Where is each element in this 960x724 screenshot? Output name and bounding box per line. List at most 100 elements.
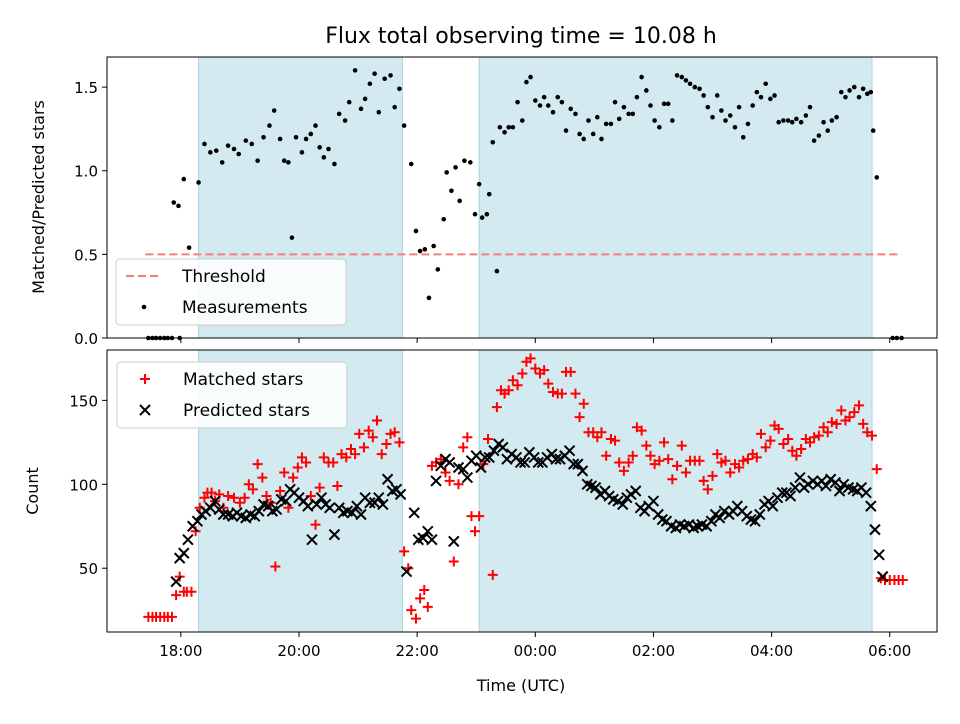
matched-stars-point bbox=[680, 467, 691, 478]
measurements-point bbox=[736, 104, 742, 110]
measurements-point bbox=[479, 215, 485, 220]
matched-stars-point bbox=[676, 440, 687, 451]
measurements-point bbox=[661, 101, 667, 107]
legend-matched-swatch bbox=[140, 374, 150, 384]
matched-stars-point bbox=[787, 445, 798, 456]
measurements-point bbox=[392, 104, 397, 110]
predicted-stars-point bbox=[514, 456, 527, 469]
measurements-point bbox=[829, 118, 835, 123]
matched-stars-point bbox=[314, 482, 325, 493]
measurements-point bbox=[486, 191, 492, 197]
measurements-point bbox=[413, 228, 419, 234]
measurements-point bbox=[213, 148, 219, 153]
predicted-stars-point bbox=[394, 488, 407, 501]
legend-label: Threshold bbox=[181, 267, 266, 287]
predicted-stars-point bbox=[377, 498, 389, 511]
matched-stars-point bbox=[507, 375, 518, 386]
measurements-point bbox=[745, 121, 751, 127]
measurements-point bbox=[281, 158, 287, 164]
predicted-stars-point bbox=[328, 528, 341, 541]
matched-stars-point bbox=[778, 439, 789, 449]
top-y-tick-label: 0.0 bbox=[74, 330, 98, 348]
measurements-point bbox=[785, 118, 791, 123]
matched-stars-point bbox=[354, 428, 365, 439]
measurements-point bbox=[603, 121, 609, 127]
measurements-point bbox=[768, 96, 773, 102]
matched-stars-point bbox=[363, 425, 374, 436]
matched-stars-point bbox=[247, 484, 258, 495]
matched-stars-point bbox=[458, 442, 469, 453]
matched-stars-point bbox=[243, 479, 254, 490]
matched-stars-point bbox=[804, 437, 815, 448]
legend-label: Predicted stars bbox=[183, 401, 310, 421]
predicted-stars-point bbox=[443, 456, 456, 469]
measurements-point bbox=[321, 155, 327, 160]
measurements-point bbox=[261, 134, 266, 140]
x-tick-label: 06:00 bbox=[868, 642, 911, 660]
matched-stars-point bbox=[406, 605, 417, 616]
matched-stars-point bbox=[663, 454, 674, 465]
matched-stars-point bbox=[578, 398, 589, 409]
predicted-stars-point bbox=[435, 460, 447, 472]
measurements-point bbox=[303, 136, 309, 142]
measurements-point bbox=[462, 158, 467, 164]
measurements-point bbox=[358, 106, 364, 112]
measurements-point bbox=[776, 119, 781, 125]
matched-stars-point bbox=[707, 470, 718, 481]
matched-stars-point bbox=[166, 611, 177, 622]
matched-stars-point bbox=[367, 432, 378, 443]
measurements-point bbox=[825, 128, 831, 133]
predicted-stars-point bbox=[381, 473, 394, 485]
matched-stars-point bbox=[341, 452, 352, 463]
measurements-point bbox=[670, 118, 675, 123]
matched-stars-point bbox=[720, 455, 731, 466]
measurements-point bbox=[532, 98, 538, 103]
matched-stars-point bbox=[530, 363, 541, 374]
predicted-stars-point bbox=[860, 486, 872, 499]
measurements-point bbox=[444, 170, 449, 175]
matched-stars-point bbox=[791, 450, 802, 461]
matched-stars-point bbox=[261, 491, 272, 502]
measurements-point bbox=[376, 109, 382, 115]
measurements-point bbox=[401, 123, 407, 128]
bottom-y-tick-label: 50 bbox=[79, 560, 98, 578]
matched-stars-point bbox=[310, 519, 321, 530]
top-y-axis-label: Matched/Predicted stars bbox=[29, 100, 48, 294]
bottom-legend-box bbox=[116, 361, 348, 429]
predicted-stars-point bbox=[876, 570, 889, 583]
matched-stars-point bbox=[539, 365, 550, 376]
measurements-point bbox=[856, 94, 862, 100]
predicted-stars-point bbox=[430, 475, 442, 487]
matched-stars-point bbox=[199, 492, 210, 503]
measurements-point bbox=[816, 133, 822, 138]
predicted-stars-point bbox=[630, 485, 642, 497]
measurements-point bbox=[289, 235, 295, 240]
predicted-stars-point bbox=[833, 485, 846, 497]
matched-stars-point bbox=[773, 423, 784, 434]
measurements-point bbox=[568, 106, 574, 112]
legend-measurements-swatch bbox=[141, 304, 147, 310]
matched-stars-point bbox=[328, 457, 339, 468]
measurements-point bbox=[186, 245, 192, 250]
measurements-point bbox=[367, 81, 373, 87]
matched-stars-point bbox=[543, 378, 554, 389]
predicted-stars-point bbox=[209, 495, 221, 507]
matched-stars-point bbox=[448, 556, 459, 567]
measurements-point bbox=[497, 124, 503, 130]
bottom-panel: 50 100 150 18:00 20:00 22:00 00:00 02:00 04:00 06… bbox=[69, 349, 938, 660]
x-tick-label: 18:00 bbox=[159, 642, 202, 660]
measurements-point bbox=[803, 113, 809, 118]
measurements-point bbox=[714, 93, 720, 98]
measurements-point bbox=[196, 180, 201, 185]
measurements-point bbox=[313, 123, 318, 128]
measurements-point bbox=[679, 74, 685, 80]
measurements-point bbox=[559, 99, 565, 105]
matched-stars-point bbox=[672, 460, 683, 471]
predicted-stars-point bbox=[475, 461, 487, 474]
predicted-stars-point bbox=[488, 445, 500, 457]
matched-stars-point bbox=[257, 472, 268, 483]
measurements-point bbox=[665, 101, 671, 107]
predicted-stars-point bbox=[483, 451, 495, 464]
matched-stars-point bbox=[592, 432, 603, 443]
